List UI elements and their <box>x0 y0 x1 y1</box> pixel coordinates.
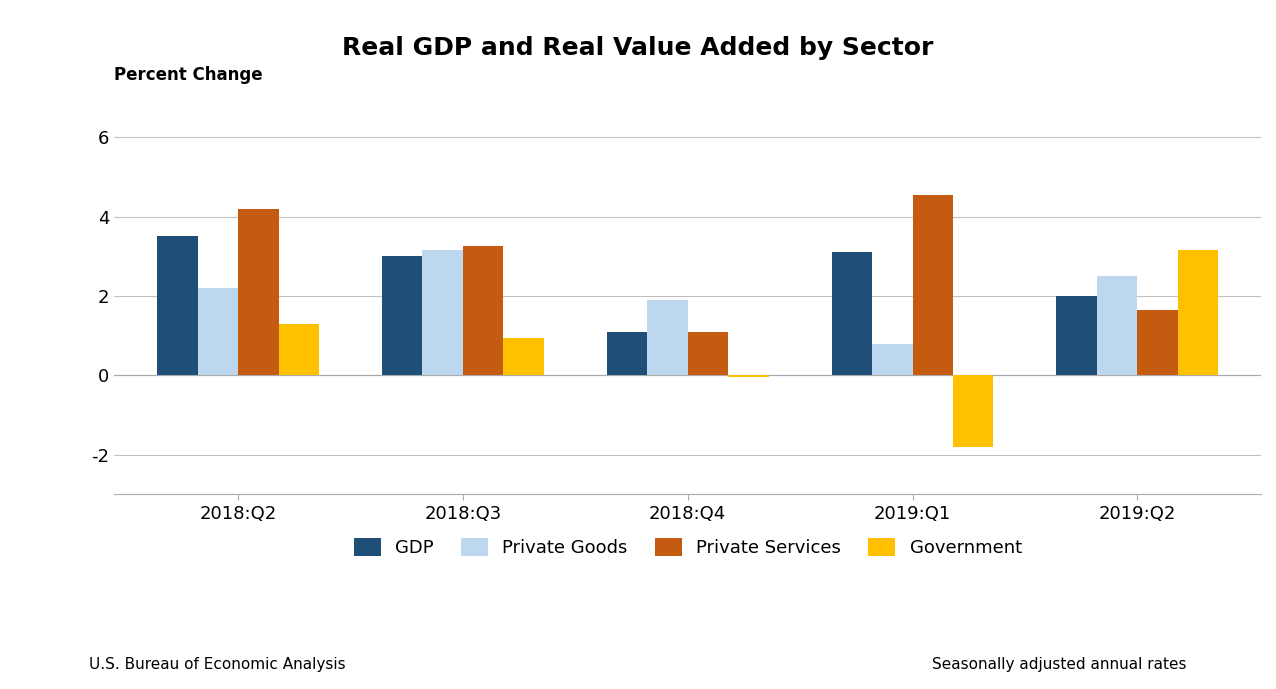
Text: Real GDP and Real Value Added by Sector: Real GDP and Real Value Added by Sector <box>342 37 934 60</box>
Bar <box>607 331 647 376</box>
Bar <box>1057 296 1097 376</box>
Bar <box>422 250 463 376</box>
Bar <box>278 324 319 376</box>
Text: Seasonally adjusted annual rates: Seasonally adjusted annual rates <box>933 657 1187 672</box>
Bar <box>1097 276 1137 376</box>
Bar <box>1178 250 1219 376</box>
Bar <box>953 376 994 446</box>
Bar <box>729 376 768 378</box>
Legend: GDP, Private Goods, Private Services, Government: GDP, Private Goods, Private Services, Go… <box>346 531 1030 564</box>
Bar <box>503 338 544 376</box>
Text: U.S. Bureau of Economic Analysis: U.S. Bureau of Economic Analysis <box>89 657 346 672</box>
Bar <box>157 236 198 376</box>
Bar <box>912 195 953 376</box>
Bar <box>1137 310 1178 376</box>
Bar <box>463 247 503 376</box>
Bar <box>198 288 239 376</box>
Bar <box>688 331 729 376</box>
Bar <box>872 344 912 376</box>
Bar <box>647 300 688 376</box>
Bar <box>239 209 278 376</box>
Bar <box>382 256 422 376</box>
Text: Percent Change: Percent Change <box>115 66 263 84</box>
Bar <box>832 252 872 376</box>
